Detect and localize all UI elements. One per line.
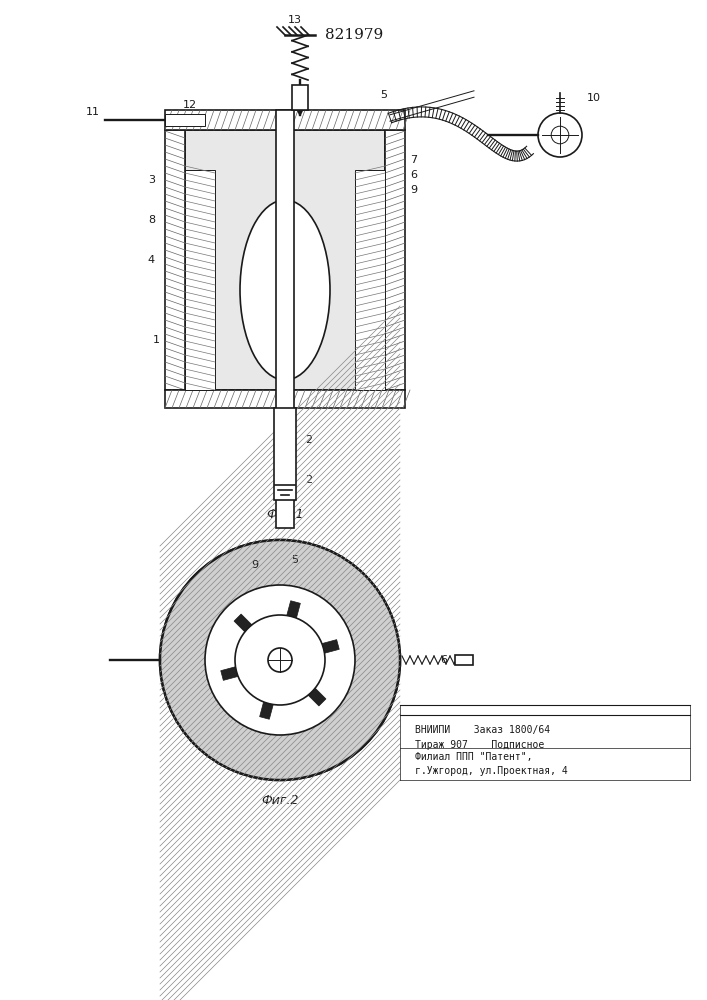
Bar	[165, 130, 185, 390]
Text: г.Ужгород, ул.Проектная, 4: г.Ужгород, ул.Проектная, 4	[415, 766, 568, 776]
Bar	[165, 390, 405, 408]
Bar	[274, 408, 296, 500]
Bar	[165, 110, 405, 130]
Text: 4: 4	[148, 255, 155, 265]
Polygon shape	[234, 614, 275, 655]
Text: Фиг.2: Фиг.2	[262, 794, 299, 806]
Text: Филиал ППП "Патент",: Филиал ППП "Патент",	[415, 752, 532, 762]
Bar	[165, 114, 205, 126]
Text: 7: 7	[410, 155, 417, 165]
Text: 12: 12	[183, 100, 197, 110]
Bar	[185, 170, 215, 390]
Text: 8: 8	[148, 215, 155, 225]
Text: 9: 9	[410, 185, 417, 195]
Bar	[292, 85, 308, 110]
Bar	[455, 655, 473, 665]
Circle shape	[538, 113, 582, 157]
Bar	[355, 170, 385, 390]
Polygon shape	[279, 601, 300, 650]
Circle shape	[268, 648, 292, 672]
Polygon shape	[259, 670, 281, 719]
Text: Фиг.1: Фиг.1	[267, 508, 304, 522]
Text: 11: 11	[86, 107, 100, 117]
Text: c: c	[277, 520, 283, 530]
Bar	[385, 130, 405, 390]
Bar	[185, 130, 385, 390]
Text: 3: 3	[148, 175, 155, 185]
Circle shape	[160, 540, 400, 780]
Text: 9: 9	[252, 560, 259, 570]
Text: ВНИИПИ    Заказ 1800/64: ВНИИПИ Заказ 1800/64	[415, 725, 550, 735]
Text: 821979: 821979	[325, 28, 383, 42]
Polygon shape	[291, 640, 339, 662]
Text: 6: 6	[440, 655, 447, 665]
Ellipse shape	[240, 200, 330, 380]
Text: 5: 5	[291, 555, 298, 565]
Text: 2: 2	[305, 475, 312, 485]
Text: 1: 1	[153, 335, 160, 345]
Circle shape	[205, 585, 355, 735]
Text: 6: 6	[410, 170, 417, 180]
Polygon shape	[221, 658, 269, 680]
Polygon shape	[285, 665, 326, 706]
Circle shape	[551, 126, 569, 144]
Text: 10: 10	[587, 93, 601, 103]
Circle shape	[235, 615, 325, 705]
Circle shape	[160, 540, 400, 780]
Text: 13: 13	[288, 15, 302, 25]
Text: 5: 5	[380, 90, 387, 100]
Text: 2: 2	[305, 435, 312, 445]
Text: Тираж 907    Подписное: Тираж 907 Подписное	[415, 740, 544, 750]
Bar	[276, 110, 294, 528]
